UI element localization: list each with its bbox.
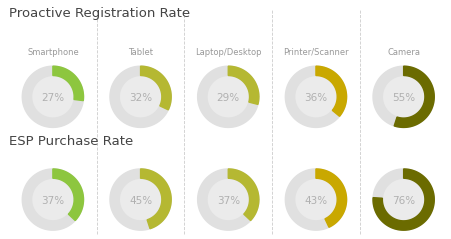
Circle shape [32,179,74,220]
Polygon shape [22,169,83,230]
Polygon shape [372,169,433,230]
Polygon shape [228,66,258,104]
Text: Tablet: Tablet [128,48,153,57]
Polygon shape [228,169,258,221]
Text: Printer/Scanner: Printer/Scanner [282,48,348,57]
Polygon shape [372,169,433,230]
Text: 32%: 32% [129,93,152,103]
Polygon shape [53,169,83,221]
Polygon shape [110,169,171,230]
Text: 37%: 37% [216,196,239,206]
Polygon shape [315,169,346,227]
Polygon shape [285,169,346,230]
Text: 76%: 76% [391,196,414,206]
Polygon shape [315,66,346,116]
Polygon shape [140,66,171,110]
Circle shape [207,179,249,220]
Circle shape [382,179,423,220]
Polygon shape [197,66,258,127]
Text: Smartphone: Smartphone [27,48,78,57]
Polygon shape [22,66,83,127]
Text: Laptop/Desktop: Laptop/Desktop [194,48,261,57]
Polygon shape [372,66,433,127]
Circle shape [295,76,336,117]
Polygon shape [140,169,171,229]
Text: 37%: 37% [41,196,64,206]
Text: Proactive Registration Rate: Proactive Registration Rate [9,7,190,20]
Text: Camera: Camera [386,48,419,57]
Circle shape [207,76,249,117]
Text: ESP Purchase Rate: ESP Purchase Rate [9,135,133,148]
Polygon shape [197,169,258,230]
Text: 29%: 29% [216,93,239,103]
Circle shape [382,76,423,117]
Circle shape [120,179,161,220]
Polygon shape [285,66,346,127]
Circle shape [120,76,161,117]
Polygon shape [53,66,83,101]
Text: 55%: 55% [391,93,414,103]
Circle shape [32,76,74,117]
Polygon shape [393,66,433,127]
Circle shape [295,179,336,220]
Text: 36%: 36% [304,93,327,103]
Text: 45%: 45% [129,196,152,206]
Text: 43%: 43% [304,196,327,206]
Text: 27%: 27% [41,93,64,103]
Polygon shape [110,66,171,127]
